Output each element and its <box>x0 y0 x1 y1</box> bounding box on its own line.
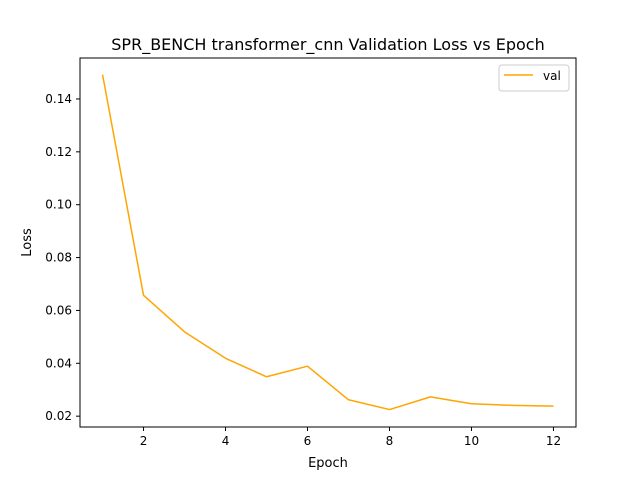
y-tick-label: 0.14 <box>45 92 72 106</box>
series-line-val <box>101 74 554 411</box>
y-axis-label: Loss <box>20 228 35 257</box>
y-tick-label: 0.06 <box>45 303 72 317</box>
legend-box <box>498 64 570 92</box>
plot-lines <box>101 74 554 411</box>
x-tick-label: 8 <box>386 434 394 448</box>
y-tick-label: 0.10 <box>45 198 72 212</box>
legend: val <box>498 64 570 92</box>
x-tick-label: 4 <box>222 434 230 448</box>
x-tick-label: 10 <box>464 434 479 448</box>
x-tick-label: 2 <box>140 434 148 448</box>
y-tick-label: 0.08 <box>45 251 72 265</box>
x-tick-label: 12 <box>546 434 561 448</box>
chart-title: SPR_BENCH transformer_cnn Validation Los… <box>111 35 544 55</box>
plot-frame <box>79 57 577 428</box>
x-axis-ticks: 2 4 6 8 10 12 <box>140 427 561 448</box>
y-tick-label: 0.04 <box>45 356 72 370</box>
y-tick-label: 0.02 <box>45 409 72 423</box>
legend-label-val: val <box>543 69 561 83</box>
x-axis-label: Epoch <box>308 456 348 471</box>
x-tick-label: 6 <box>304 434 312 448</box>
y-axis-ticks: 0.02 0.04 0.06 0.08 0.10 0.12 0.14 <box>45 92 80 423</box>
y-tick-label: 0.12 <box>45 145 72 159</box>
